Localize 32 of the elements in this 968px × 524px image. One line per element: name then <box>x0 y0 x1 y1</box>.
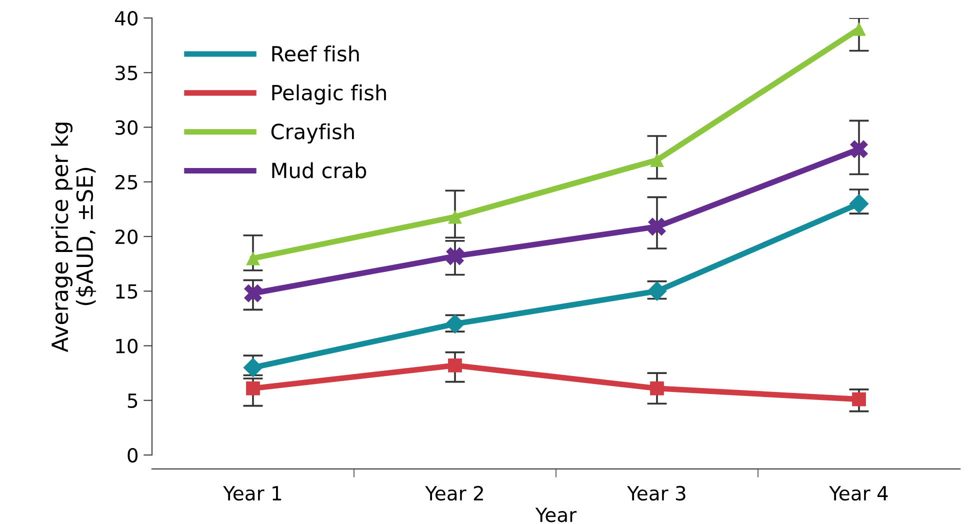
point <box>650 381 664 396</box>
point <box>246 381 260 396</box>
legend-label: Pelagic fish <box>272 84 386 105</box>
point <box>446 247 464 266</box>
legend-label: Mud crab <box>272 162 366 178</box>
y-tick-label: 40 <box>115 10 138 26</box>
x-tick-label: Year 3 <box>627 486 686 501</box>
y-tick-label: 20 <box>115 229 138 244</box>
x-axis-title: Year <box>535 508 577 522</box>
y-tick-label: 0 <box>128 448 138 463</box>
point <box>244 284 262 302</box>
point <box>448 358 462 372</box>
point <box>852 22 866 36</box>
legend-label: Crayfish <box>271 123 354 144</box>
point <box>448 210 462 224</box>
y-tick-label: 25 <box>115 174 138 190</box>
point <box>852 392 866 406</box>
point <box>850 140 868 158</box>
y-tick-label: 10 <box>116 338 138 354</box>
x-tick-label: Year 4 <box>829 486 888 501</box>
y-tick-label: 15 <box>116 284 138 299</box>
y-tick-label: 35 <box>116 66 138 80</box>
legend-label: Reef fish <box>272 45 359 62</box>
y-axis-title: Average price per kg ($AUD, ±SE) <box>51 122 96 352</box>
x-tick-label: Year 1 <box>223 486 282 501</box>
point <box>849 194 869 214</box>
x-tick-label: Year 2 <box>425 486 483 501</box>
point <box>648 218 666 236</box>
point <box>246 251 260 266</box>
y-tick-label: 30 <box>116 120 138 135</box>
y-tick-label: 5 <box>128 394 138 408</box>
point <box>650 153 664 167</box>
